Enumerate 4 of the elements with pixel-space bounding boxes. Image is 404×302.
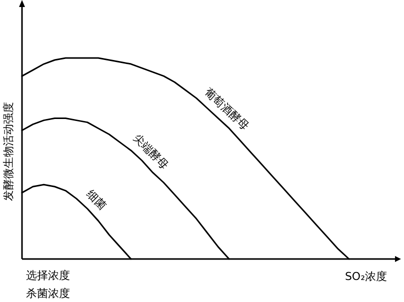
annotation: 杀菌浓度 [26,287,70,300]
annotation: 选择浓度 [26,269,70,282]
ylabel: 发酵微生物活动强度 [2,102,15,201]
xlabel: SO₂浓度 [344,270,387,283]
